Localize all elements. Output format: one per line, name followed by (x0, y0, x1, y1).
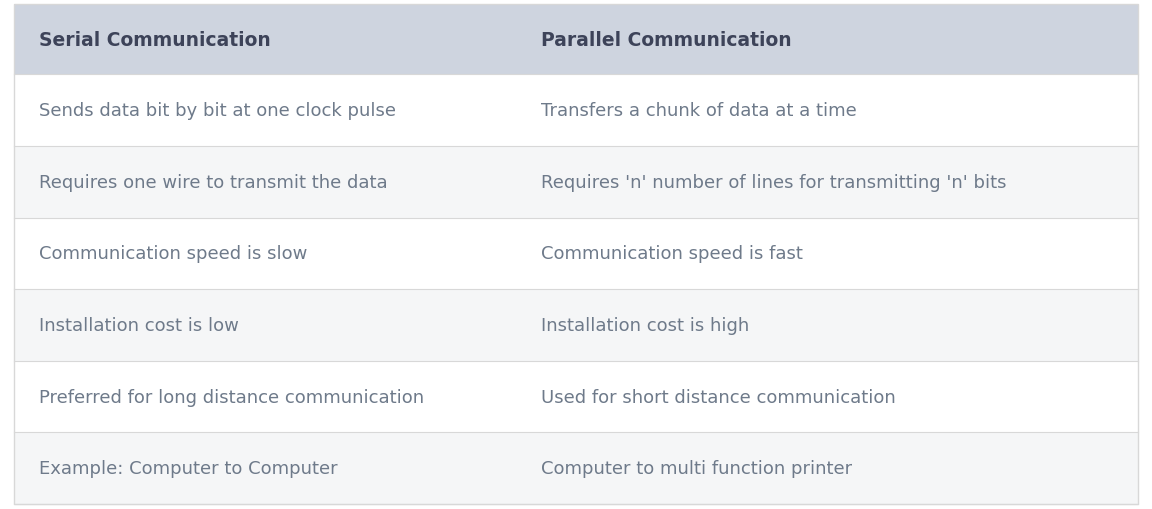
Bar (14, 361, 1138, 433)
Text: Used for short distance communication: Used for short distance communication (541, 388, 896, 406)
Bar (14, 5, 1138, 75)
Text: Installation cost is low: Installation cost is low (39, 317, 240, 334)
Text: Installation cost is high: Installation cost is high (541, 317, 750, 334)
Text: Parallel Communication: Parallel Communication (541, 31, 793, 50)
Text: Communication speed is fast: Communication speed is fast (541, 245, 803, 263)
Text: Serial Communication: Serial Communication (39, 31, 271, 50)
Text: Requires 'n' number of lines for transmitting 'n' bits: Requires 'n' number of lines for transmi… (541, 174, 1007, 191)
Text: Computer to multi function printer: Computer to multi function printer (541, 459, 852, 477)
Text: Communication speed is slow: Communication speed is slow (39, 245, 308, 263)
Bar (14, 290, 1138, 361)
Text: Transfers a chunk of data at a time: Transfers a chunk of data at a time (541, 102, 857, 120)
Bar (14, 147, 1138, 218)
Text: Sends data bit by bit at one clock pulse: Sends data bit by bit at one clock pulse (39, 102, 396, 120)
Bar (14, 433, 1138, 504)
Text: Example: Computer to Computer: Example: Computer to Computer (39, 459, 338, 477)
Text: Preferred for long distance communication: Preferred for long distance communicatio… (39, 388, 424, 406)
Text: Requires one wire to transmit the data: Requires one wire to transmit the data (39, 174, 388, 191)
Bar (14, 218, 1138, 290)
Bar (14, 75, 1138, 147)
